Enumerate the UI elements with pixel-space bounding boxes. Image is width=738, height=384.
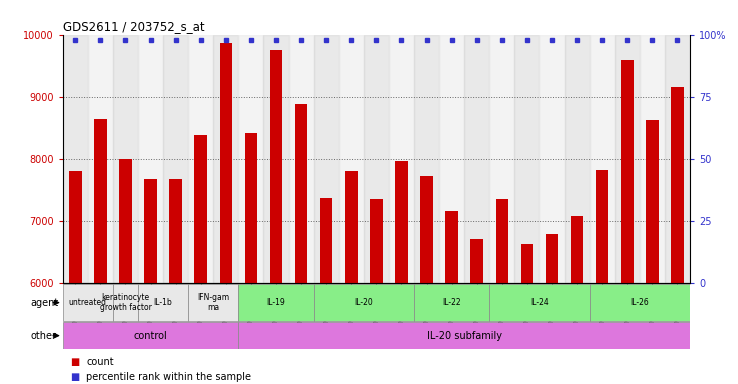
Text: IL-19: IL-19 — [266, 298, 286, 307]
Bar — [665, 35, 690, 283]
Bar — [621, 60, 634, 384]
Bar — [238, 35, 263, 283]
Bar — [521, 243, 534, 384]
Bar — [238, 284, 314, 321]
Bar — [289, 35, 314, 283]
Bar — [646, 120, 659, 384]
Text: IL-20: IL-20 — [354, 298, 373, 307]
Bar — [245, 133, 258, 384]
Bar — [590, 35, 615, 283]
Bar — [414, 284, 489, 321]
Bar — [270, 50, 282, 384]
Bar — [640, 35, 665, 283]
Bar — [421, 176, 432, 384]
Bar — [545, 234, 559, 384]
Text: IL-26: IL-26 — [630, 298, 649, 307]
Text: agent: agent — [30, 298, 58, 308]
Bar — [389, 35, 414, 283]
Bar — [188, 284, 238, 321]
Bar — [63, 284, 113, 321]
Text: IFN-gam
ma: IFN-gam ma — [197, 293, 230, 312]
Text: IL-22: IL-22 — [442, 298, 461, 307]
Text: other: other — [30, 331, 56, 341]
Bar — [138, 35, 163, 283]
Bar — [314, 284, 414, 321]
Bar — [295, 104, 308, 384]
Bar — [314, 35, 339, 283]
Bar — [170, 179, 182, 384]
Bar — [63, 35, 88, 283]
Bar — [590, 284, 690, 321]
Text: GDS2611 / 203752_s_at: GDS2611 / 203752_s_at — [63, 20, 204, 33]
Bar — [320, 197, 332, 384]
Bar — [94, 119, 107, 384]
Bar — [113, 284, 138, 321]
Bar — [145, 179, 156, 384]
Bar — [69, 171, 82, 384]
Bar — [113, 35, 138, 283]
Bar — [195, 135, 207, 384]
Bar — [514, 35, 539, 283]
Bar — [596, 170, 608, 384]
Bar — [565, 35, 590, 283]
Bar — [471, 239, 483, 384]
Bar — [571, 216, 584, 384]
Bar — [539, 35, 565, 283]
Bar — [163, 35, 188, 283]
Bar — [496, 199, 508, 384]
Bar — [489, 284, 590, 321]
Bar — [414, 35, 439, 283]
Text: control: control — [134, 331, 168, 341]
Bar — [489, 35, 514, 283]
Bar — [464, 35, 489, 283]
Bar — [213, 35, 238, 283]
Bar — [220, 43, 232, 384]
Text: untreated: untreated — [69, 298, 107, 307]
Bar — [446, 210, 458, 384]
Bar — [672, 88, 684, 384]
Bar — [263, 35, 289, 283]
Bar — [138, 284, 188, 321]
Bar — [120, 159, 131, 384]
Bar — [238, 322, 690, 349]
Bar — [364, 35, 389, 283]
Text: percentile rank within the sample: percentile rank within the sample — [86, 372, 252, 382]
Bar — [339, 35, 364, 283]
Text: IL-1b: IL-1b — [154, 298, 173, 307]
Bar — [370, 199, 383, 384]
Bar — [345, 171, 358, 384]
Bar — [615, 35, 640, 283]
Bar — [63, 322, 238, 349]
Bar — [88, 35, 113, 283]
Bar — [396, 161, 407, 384]
Bar — [439, 35, 464, 283]
Text: ■: ■ — [70, 372, 80, 382]
Text: IL-24: IL-24 — [530, 298, 549, 307]
Text: keratinocyte
growth factor: keratinocyte growth factor — [100, 293, 151, 312]
Bar — [188, 35, 213, 283]
Text: ■: ■ — [70, 356, 80, 367]
Text: IL-20 subfamily: IL-20 subfamily — [427, 331, 502, 341]
Text: count: count — [86, 356, 114, 367]
